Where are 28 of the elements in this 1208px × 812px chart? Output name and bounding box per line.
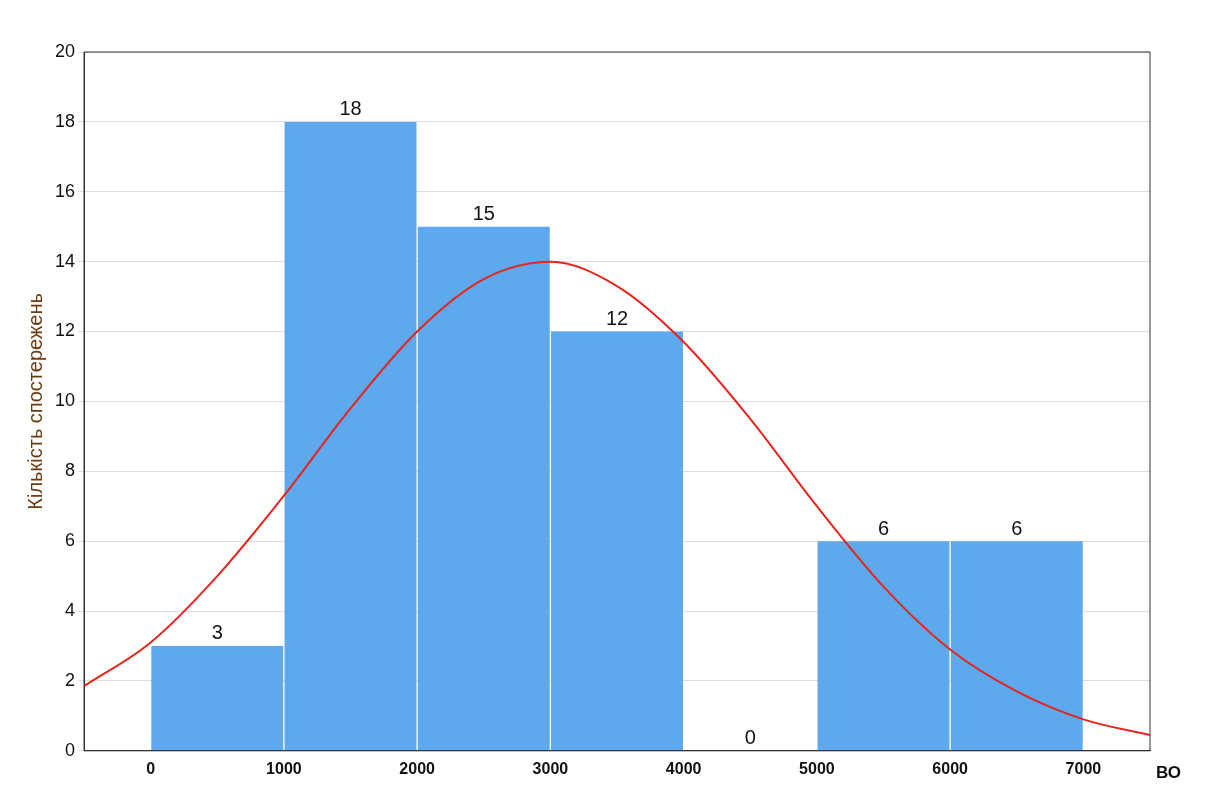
- y-tick-label: 4: [65, 600, 76, 621]
- x-axis-title: ВО: [1156, 762, 1182, 782]
- y-tick-label: 12: [54, 320, 76, 341]
- data-label: 6: [877, 516, 890, 539]
- data-label: 6: [1011, 516, 1023, 539]
- x-tick-label: 4000: [665, 759, 702, 777]
- x-tick-label: 1000: [266, 759, 302, 777]
- x-tick-label: 7000: [1065, 759, 1102, 777]
- data-label: 15: [472, 202, 495, 225]
- x-tick-label: 6000: [932, 759, 969, 777]
- y-tick-label: 18: [54, 110, 76, 131]
- x-tick-label: 2000: [399, 759, 436, 777]
- y-tick-label: 8: [65, 460, 76, 481]
- x-tick-label: 0: [146, 759, 156, 777]
- y-tick-label: 0: [65, 739, 76, 760]
- data-label: 12: [605, 307, 629, 330]
- y-tick-label: 14: [54, 250, 76, 271]
- data-label: 18: [339, 97, 362, 120]
- x-tick-label: 3000: [532, 759, 569, 777]
- y-tick-label: 2: [65, 669, 76, 690]
- data-label: 0: [744, 726, 756, 749]
- y-tick-label: 10: [54, 390, 76, 411]
- x-tick-label: 5000: [799, 759, 835, 777]
- data-label: 3: [211, 621, 223, 644]
- y-tick-label: 20: [54, 40, 76, 61]
- y-tick-label: 6: [65, 530, 76, 551]
- y-axis-title: Кількість спостережень: [23, 293, 46, 510]
- y-tick-label: 16: [54, 180, 76, 201]
